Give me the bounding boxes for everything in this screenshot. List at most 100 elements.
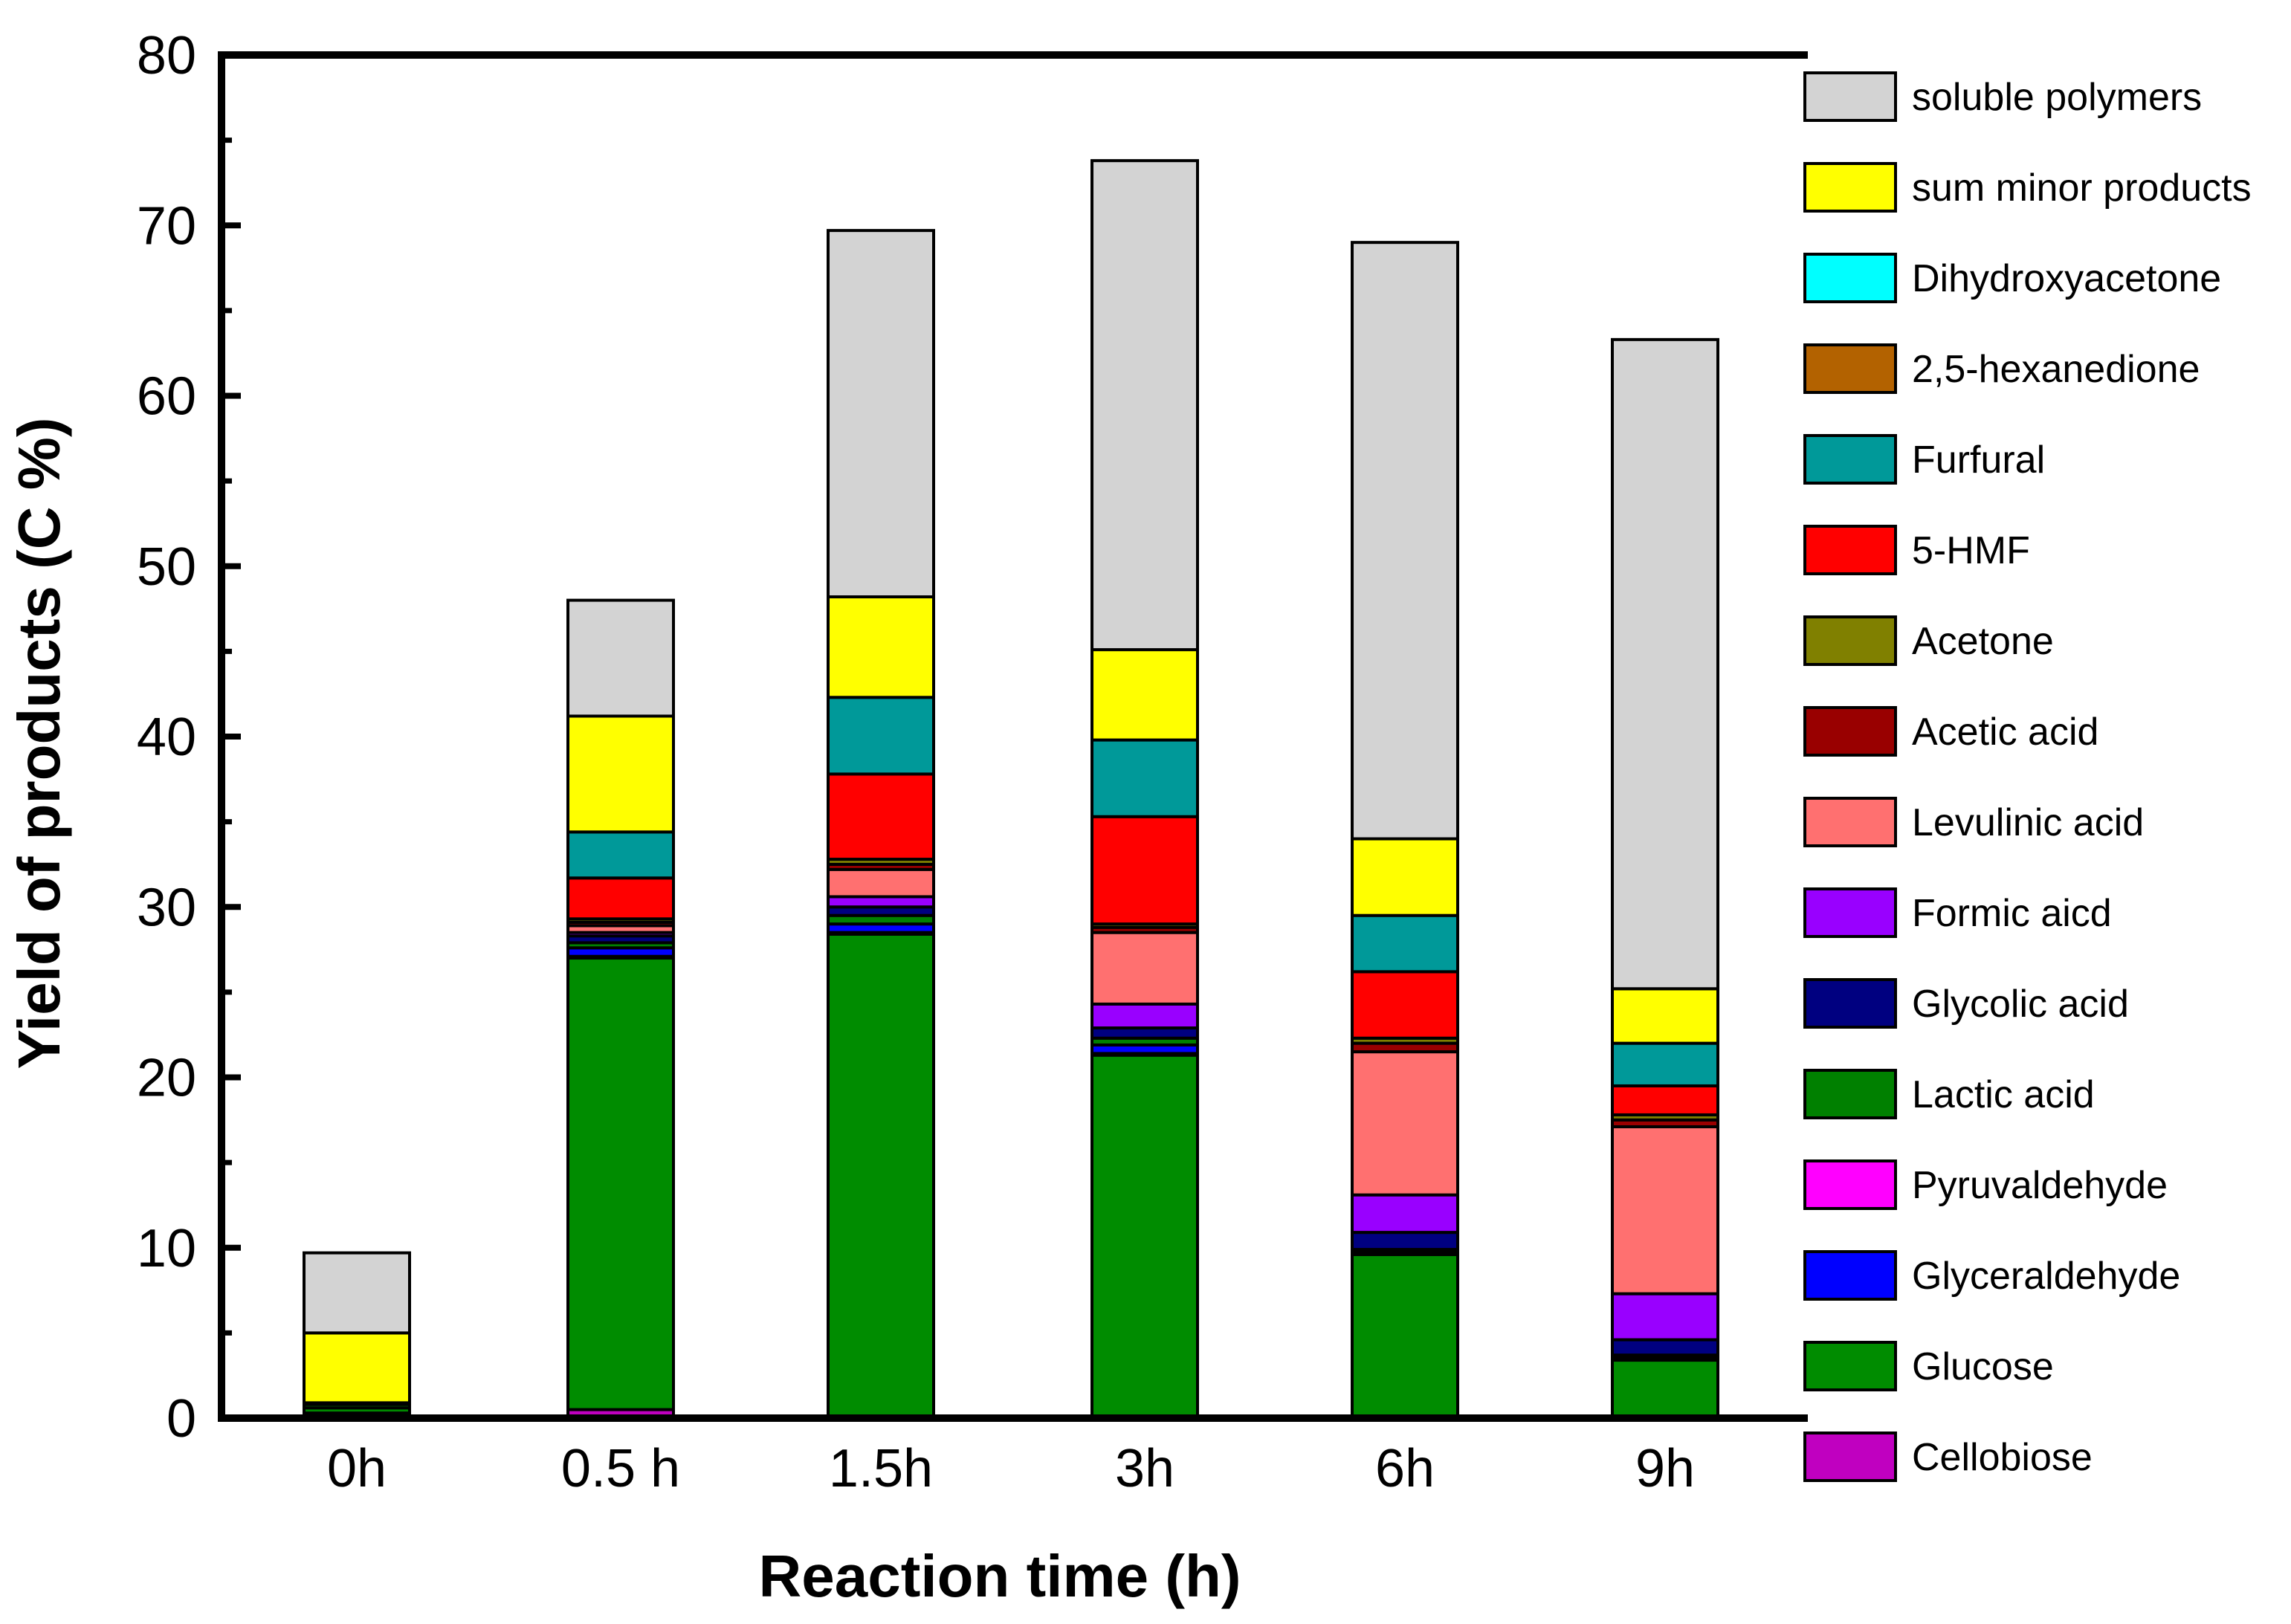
x-tick-label: 0h — [327, 1439, 387, 1498]
y-tick-label: 0 — [167, 1389, 196, 1449]
bar-segment-sum-minor-products-9h — [1611, 987, 1719, 1045]
legend-item-glycolic-acid: Glycolic acid — [1803, 978, 2129, 1029]
y-tick-label: 50 — [137, 537, 196, 597]
legend-item-levulinic-acid: Levulinic acid — [1803, 797, 2144, 847]
y-axis-title: Yield of products (C %) — [6, 417, 72, 1069]
bar-stack-0-5-h — [566, 598, 675, 1420]
legend-item-dihydroxyacetone: Dihydroxyacetone — [1803, 253, 2221, 303]
bar-segment-soluble-polymers-6h — [1351, 241, 1459, 841]
y-tick-label: 40 — [137, 708, 196, 767]
legend-swatch — [1803, 525, 1897, 575]
bar-segment-soluble-polymers-3h — [1090, 159, 1199, 652]
legend-label: Lactic acid — [1912, 1073, 2095, 1116]
legend-label: Acetone — [1912, 620, 2054, 663]
bar-stack-9h — [1611, 337, 1719, 1420]
bar-segment-5-hmf-1-5h — [827, 772, 935, 861]
bar-segment-sum-minor-products-3h — [1090, 648, 1199, 742]
legend-swatch — [1803, 343, 1897, 394]
legend-item-pyruvaldehyde: Pyruvaldehyde — [1803, 1159, 2168, 1210]
legend-swatch — [1803, 71, 1897, 122]
bar-segment-glycolic-acid-9h — [1611, 1338, 1719, 1357]
legend-item-glucose: Glucose — [1803, 1341, 2054, 1391]
bar-segment-furfural-6h — [1351, 913, 1459, 974]
bar-segment-glucose-0-5-h — [566, 957, 675, 1411]
bar-segment-furfural-1-5h — [827, 696, 935, 776]
legend-label: Levulinic acid — [1912, 801, 2144, 844]
y-tick-label: 10 — [137, 1219, 196, 1278]
y-tick-label: 60 — [137, 367, 196, 427]
legend-swatch — [1803, 1159, 1897, 1210]
legend-item-acetone: Acetone — [1803, 615, 2054, 666]
x-tick-label: 3h — [1115, 1439, 1174, 1498]
bars-layer — [303, 159, 1719, 1420]
x-tick-label: 1.5h — [829, 1439, 933, 1498]
bar-segment-formic-aicd-9h — [1611, 1292, 1719, 1342]
legend-swatch — [1803, 706, 1897, 757]
legend-label: Glyceraldehyde — [1912, 1255, 2180, 1298]
bar-segment-formic-aicd-1-5h — [827, 895, 935, 909]
legend-item-glyceraldehyde: Glyceraldehyde — [1803, 1250, 2180, 1301]
bar-segment-levulinic-acid-9h — [1611, 1125, 1719, 1295]
bar-segment-sum-minor-products-1-5h — [827, 595, 935, 699]
bar-segment-furfural-9h — [1611, 1041, 1719, 1087]
legend-label: Glucose — [1912, 1345, 2054, 1388]
bar-segment-furfural-3h — [1090, 738, 1199, 818]
legend-label: Cellobiose — [1912, 1436, 2093, 1479]
bar-segment-glycolic-acid-6h — [1351, 1231, 1459, 1252]
legend-label: 5-HMF — [1912, 529, 2030, 572]
legend-item-cellobiose: Cellobiose — [1803, 1431, 2093, 1482]
legend-item-sum-minor-products: sum minor products — [1803, 162, 2252, 213]
bar-segment-5-hmf-3h — [1090, 815, 1199, 926]
legend-swatch — [1803, 162, 1897, 213]
legend-swatch — [1803, 1431, 1897, 1482]
legend-item-soluble-polymers: soluble polymers — [1803, 71, 2202, 122]
legend-swatch — [1803, 1069, 1897, 1119]
y-tick-label: 70 — [137, 196, 196, 256]
bar-segment-levulinic-acid-3h — [1090, 931, 1199, 1006]
x-tick-label: 0.5 h — [561, 1439, 680, 1498]
bar-stack-1-5h — [827, 229, 935, 1420]
bar-segment-glucose-9h — [1611, 1359, 1719, 1420]
legend-label: Pyruvaldehyde — [1912, 1164, 2168, 1207]
bar-segment-glycolic-acid-3h — [1090, 1026, 1199, 1040]
x-axis-title: Reaction time (h) — [759, 1543, 1241, 1609]
bar-segment-soluble-polymers-9h — [1611, 337, 1719, 991]
legend-item-furfural: Furfural — [1803, 434, 2045, 485]
bar-segment-furfural-0-5-h — [566, 830, 675, 880]
x-tick-label: 9h — [1635, 1439, 1695, 1498]
legend-label: Glycolic acid — [1912, 983, 2129, 1026]
legend-item-lactic-acid: Lactic acid — [1803, 1069, 2095, 1119]
legend-label: Acetic acid — [1912, 711, 2098, 754]
legend-swatch — [1803, 887, 1897, 938]
bar-segment-levulinic-acid-6h — [1351, 1050, 1459, 1197]
legend-label: sum minor products — [1912, 166, 2252, 210]
legend-label: Dihydroxyacetone — [1912, 257, 2221, 300]
legend-item-5-hmf: 5-HMF — [1803, 525, 2030, 575]
bar-segment-sum-minor-products-6h — [1351, 837, 1459, 917]
bar-segment-5-hmf-0-5-h — [566, 876, 675, 921]
bar-segment-soluble-polymers-1-5h — [827, 229, 935, 599]
legend-swatch — [1803, 978, 1897, 1029]
bar-segment-glucose-1-5h — [827, 932, 935, 1418]
ticks-layer: 0 10 20 30 40 50 60 70 80 0h 0.5 h 1.5h 3h 6h 9h — [137, 26, 1695, 1498]
legend-label: Formic aicd — [1912, 892, 2112, 935]
legend-label: Furfural — [1912, 439, 2045, 482]
bar-segment-glucose-3h — [1090, 1053, 1199, 1418]
legend-item-formic-aicd: Formic aicd — [1803, 887, 2112, 938]
legend-label: soluble polymers — [1912, 76, 2202, 119]
bar-stack-6h — [1351, 241, 1459, 1420]
legend-label: 2,5-hexanedione — [1912, 348, 2200, 391]
legend-swatch — [1803, 1250, 1897, 1301]
legend-item-2-5-hexanedione: 2,5-hexanedione — [1803, 343, 2200, 394]
y-tick-label: 80 — [137, 26, 196, 85]
legend: soluble polymers sum minor products Dihydr… — [1803, 71, 2252, 1482]
legend-swatch — [1803, 615, 1897, 666]
legend-swatch — [1803, 434, 1897, 485]
y-tick-label: 30 — [137, 878, 196, 937]
y-tick-label: 20 — [137, 1049, 196, 1108]
bar-segment-5-hmf-6h — [1351, 970, 1459, 1040]
bar-segment-sum-minor-products-0h — [303, 1331, 411, 1405]
bar-segment-soluble-polymers-0-5-h — [566, 598, 675, 718]
